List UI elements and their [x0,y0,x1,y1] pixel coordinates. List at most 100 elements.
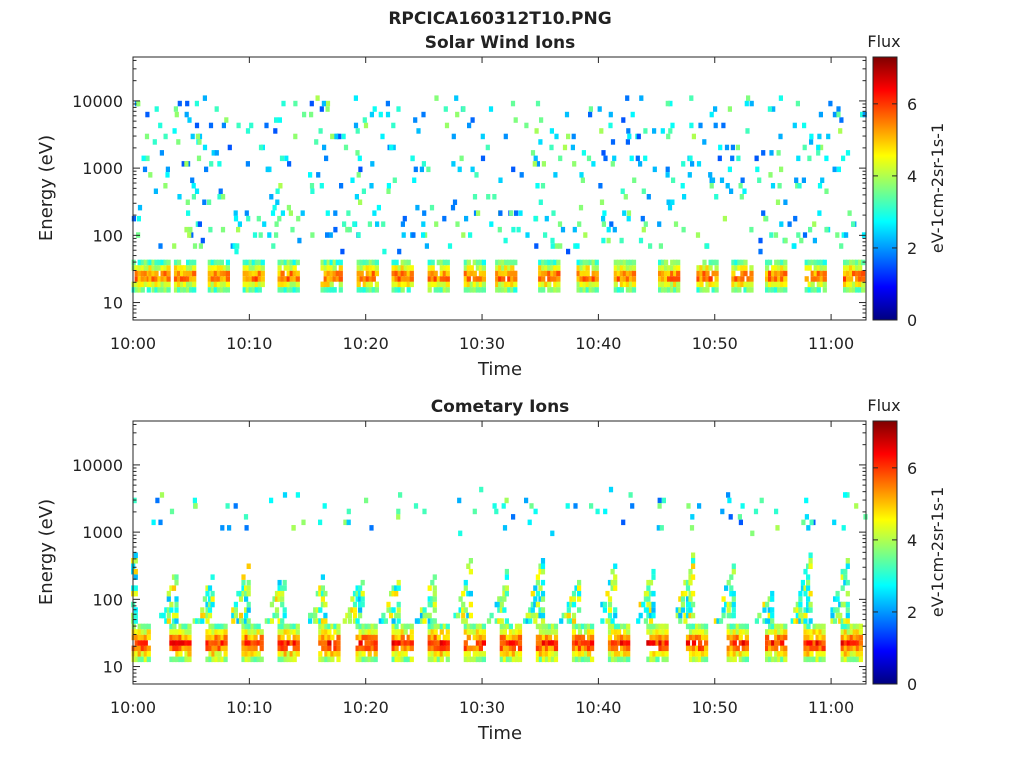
heatmap-cell [540,568,546,575]
heatmap-cell [475,629,480,635]
heatmap-cell [356,259,361,266]
heatmap-cell [544,270,549,277]
heatmap-cell [525,232,530,238]
heatmap-cell [719,177,725,183]
heatmap-cell [265,166,270,173]
heatmap-cell [394,640,399,646]
heatmap-cell [514,623,520,630]
heatmap-cell [369,525,374,531]
heatmap-cell [468,612,473,619]
heatmap-cell [468,232,473,238]
heatmap-cell [433,623,438,630]
heatmap-cell [734,281,739,288]
heatmap-cell [254,287,259,293]
heatmap-cell [210,590,215,597]
heatmap-cell [640,215,645,222]
heatmap-cell [332,270,337,277]
heatmap-cell [214,623,219,630]
heatmap-cell [274,232,279,238]
heatmap-cell [617,640,622,646]
heatmap-cell [256,656,261,663]
heatmap-cell [691,574,696,580]
heatmap-cell [806,634,811,641]
heatmap-cell [657,497,662,504]
heatmap-cell [406,634,411,641]
heatmap-cell [205,590,210,597]
heatmap-cell [558,243,563,249]
heatmap-cell [726,645,731,652]
heatmap-cell [433,651,438,657]
heatmap-cell [180,265,185,271]
heatmap-cell [631,259,637,266]
heatmap-cell [472,194,478,200]
heatmap-cell [806,579,811,586]
heatmap-cell [566,612,571,619]
solar-wind-panel: Solar Wind Ions 10:00 10:10 10:20 10:30 10:4… [36,32,947,380]
heatmap-cell [364,634,369,641]
heatmap-cell [502,623,507,630]
heatmap-cell [540,563,546,569]
heatmap-cell [819,144,824,151]
heatmap-cell [323,276,328,282]
heatmap-cell [795,607,800,613]
heatmap-cell [213,265,218,271]
heatmap-cell [680,607,685,613]
heatmap-cell [744,623,749,630]
heatmap-cell [855,281,860,288]
heatmap-cell [841,525,846,531]
heatmap-cell [858,623,863,630]
heatmap-cell [711,270,716,277]
heatmap-cell [830,612,835,619]
heatmap-cell [501,503,506,509]
heatmap-cell [397,651,402,657]
heatmap-cell [737,276,742,282]
heatmap-cell [514,651,520,657]
heatmap-cell [843,270,848,277]
heatmap-cell [295,281,300,288]
heatmap-cell [649,651,654,657]
heatmap-cell [352,601,358,608]
heatmap-cell [571,651,577,657]
heatmap-cell [172,623,177,630]
heatmap-cell [504,590,509,597]
heatmap-cell [822,265,827,271]
heatmap-cell [577,579,582,586]
heatmap-cell [220,645,225,652]
heatmap-cell [354,194,359,200]
heatmap-cell [295,645,300,652]
heatmap-cell [840,651,845,657]
heatmap-cell [367,656,372,663]
heatmap-cell [236,226,241,233]
heatmap-cell [507,265,512,271]
heatmap-cell [327,623,332,630]
heatmap-cell [394,287,399,293]
heatmap-cell [422,508,427,515]
heatmap-cell [233,210,238,216]
heatmap-cell [210,287,215,293]
heatmap-cell [295,492,300,498]
heatmap-cell [451,161,456,167]
heatmap-cell [501,287,506,293]
heatmap-cell [283,640,288,646]
heatmap-cell [217,194,222,200]
heatmap-cell [632,177,637,183]
heatmap-cell [689,525,695,531]
heatmap-cell [295,640,300,646]
heatmap-cell [250,640,255,646]
heatmap-cell [591,276,596,282]
heatmap-cell [466,651,471,657]
heatmap-cell [374,265,379,271]
heatmap-cell [638,161,643,167]
heatmap-cell [245,281,250,288]
heatmap-cell [544,645,550,652]
heatmap-cell [631,276,637,282]
heatmap-cell [504,568,509,575]
heatmap-cell [210,265,215,271]
heatmap-cell [143,265,148,271]
heatmap-cell [595,508,600,515]
heatmap-cell [169,640,174,646]
heatmap-cell [816,259,821,266]
heatmap-cell [533,155,538,162]
x-tick-label: 10:50 [692,698,738,717]
heatmap-cell [192,270,197,277]
